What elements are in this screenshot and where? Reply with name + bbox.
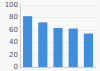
svg-text:60: 60 [9, 26, 18, 34]
svg-text:20: 20 [9, 51, 18, 59]
svg-text:80: 80 [9, 13, 18, 21]
svg-text:0: 0 [14, 63, 18, 71]
svg-text:100: 100 [5, 1, 18, 9]
svg-text:40: 40 [9, 38, 18, 46]
